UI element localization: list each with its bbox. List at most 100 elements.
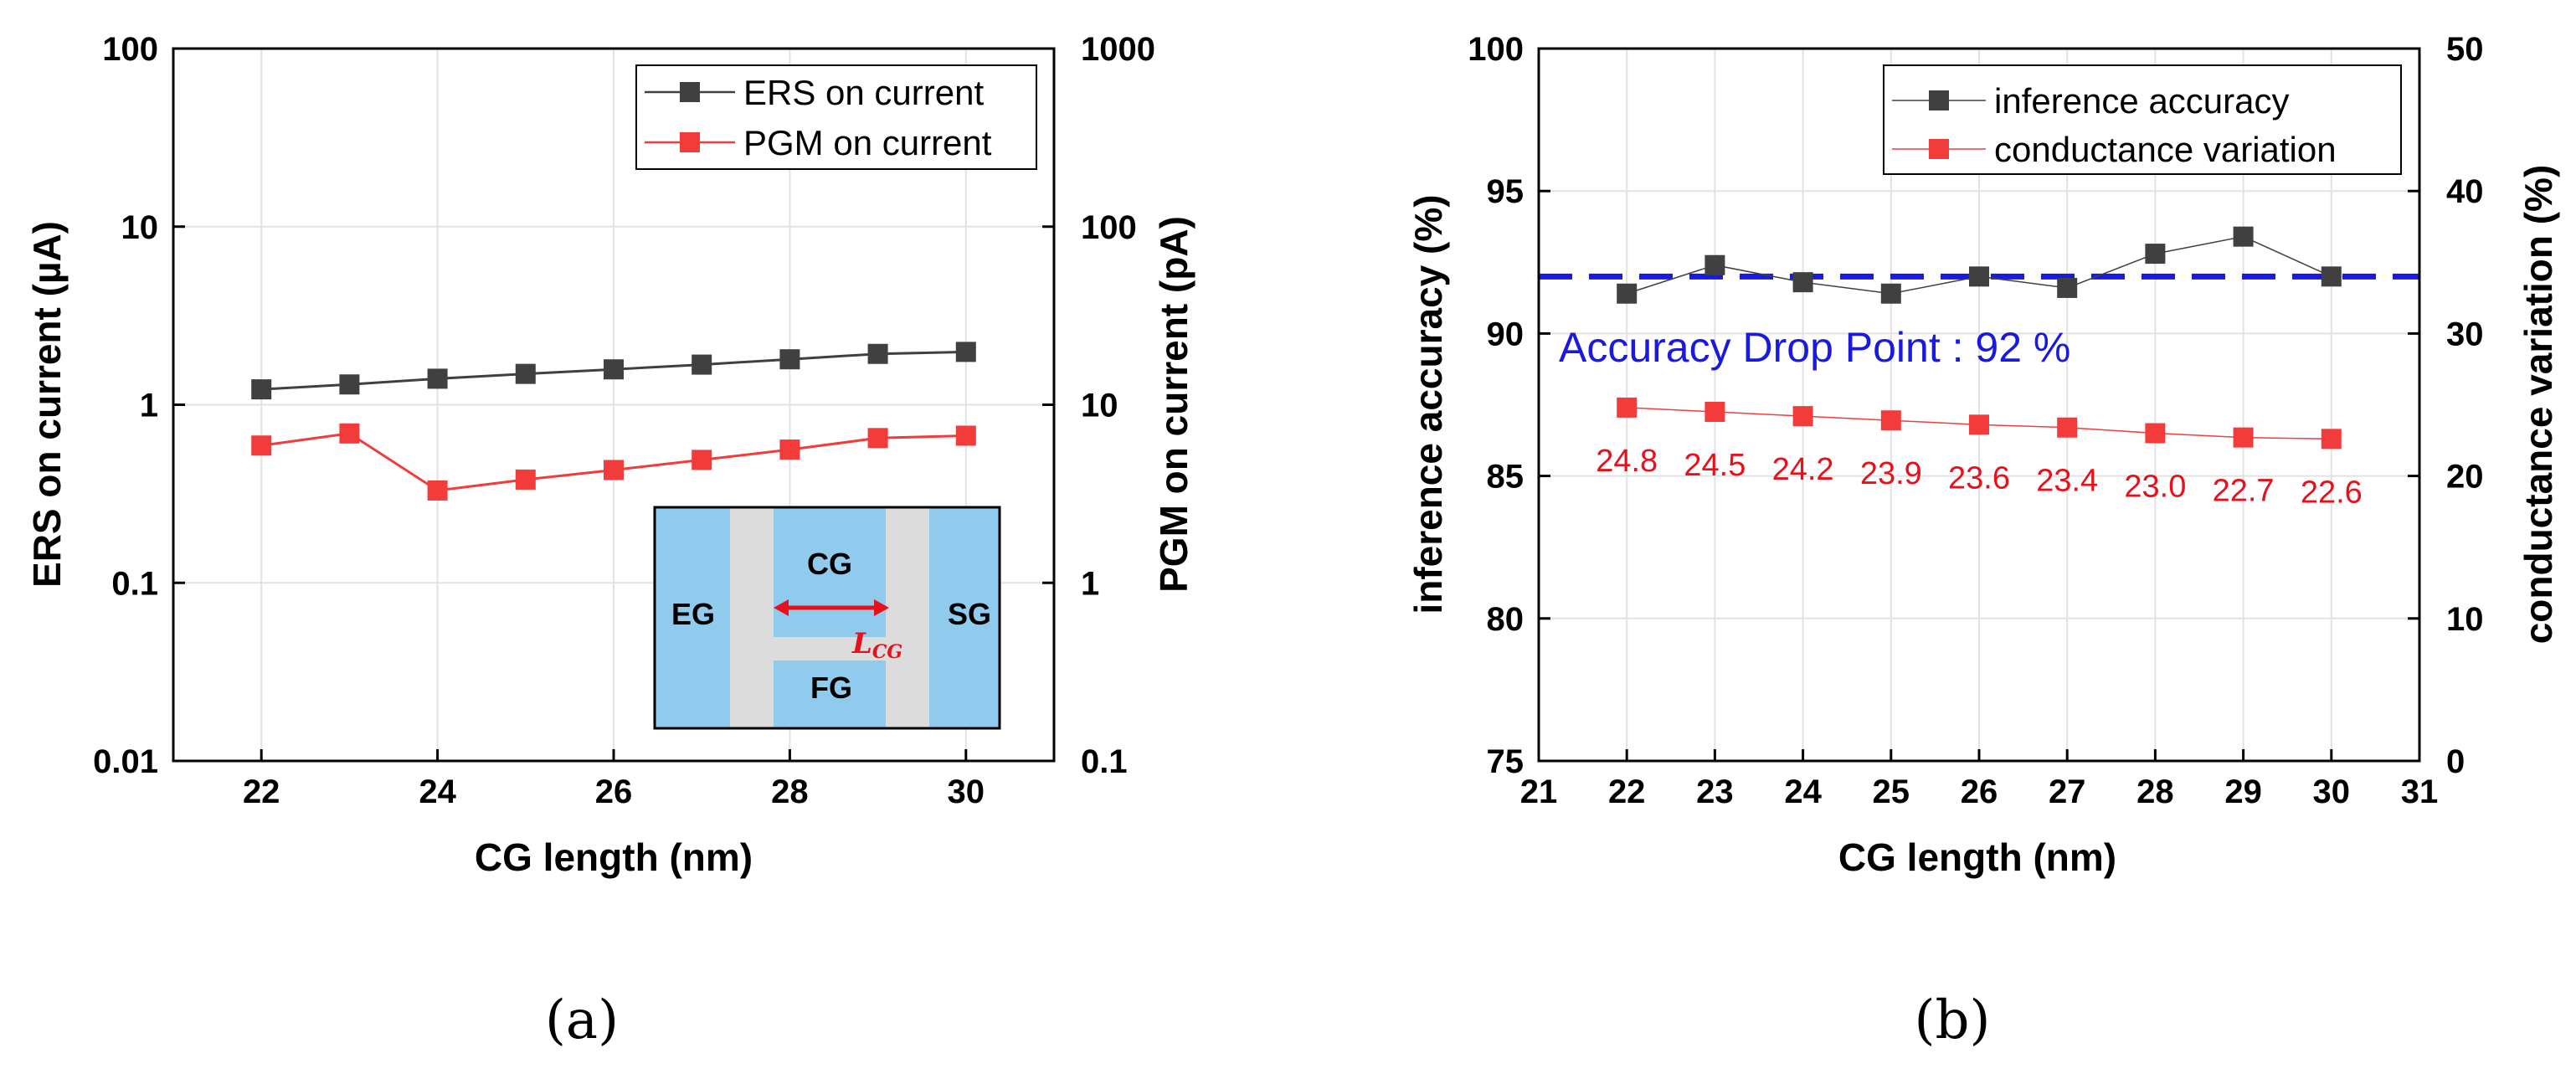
pgm-point xyxy=(779,439,800,460)
variation-data-label: 24.5 xyxy=(1684,448,1746,483)
panel-a-y2label: PGM on current (pA) xyxy=(1152,216,1195,593)
variation-point xyxy=(2321,429,2342,450)
y2-tick-label: 20 xyxy=(2446,459,2484,496)
variation-point xyxy=(1617,397,1638,418)
ers-point xyxy=(251,379,272,400)
ers-point xyxy=(955,342,976,362)
pgm-point xyxy=(427,480,448,501)
variation-data-label: 22.7 xyxy=(2213,474,2275,509)
variation-data-label: 23.4 xyxy=(2036,464,2098,499)
y2-tick-label: 10 xyxy=(1081,388,1118,424)
threshold-label: Accuracy Drop Point : 92 % xyxy=(1559,324,2070,371)
panel-a-ylabel: ERS on current (µA) xyxy=(25,221,69,588)
variation-point xyxy=(2057,417,2078,438)
y2-tick-label: 100 xyxy=(1081,209,1137,246)
ers-point xyxy=(692,354,712,375)
pgm-point xyxy=(604,460,624,480)
panel-b-ylabel: inference accuracy (%) xyxy=(1406,194,1450,614)
variation-point xyxy=(1704,402,1725,423)
panel-b-series: 24.8 24.5 24.2 23.9 23.6 23.4 23.0 22.7 22.6 xyxy=(1596,226,2363,510)
device-inset: EG CG FG SG LCG xyxy=(653,506,1001,730)
pgm-point xyxy=(515,469,536,490)
panel-a-chart: EG CG FG SG LCG 22 24 26 28 300.010.11101000… xyxy=(25,31,1195,1051)
accuracy-point xyxy=(1617,283,1638,304)
pgm-point xyxy=(867,428,888,449)
x-tick-label: 26 xyxy=(595,773,633,810)
accuracy-point xyxy=(2057,277,2078,298)
accuracy-point xyxy=(1792,272,1813,293)
panel-b-legend: inference accuracy conductance variation xyxy=(1883,64,2402,175)
variation-point xyxy=(2233,427,2254,448)
y2-tick-label: 40 xyxy=(2446,173,2484,210)
inset-dimension-label: LCG xyxy=(851,627,902,663)
x-tick-label: 28 xyxy=(771,773,809,810)
inset-label-fg: FG xyxy=(810,671,852,705)
variation-data-label: 23.0 xyxy=(2124,470,2186,505)
legend-marker-variation xyxy=(1929,139,1949,159)
variation-data-label: 23.6 xyxy=(1948,460,2010,496)
legend-label-accuracy: inference accuracy xyxy=(1994,81,2290,121)
y-tick-label: 0.1 xyxy=(111,565,158,602)
inset-background xyxy=(653,506,1001,730)
y2-tick-label: 30 xyxy=(2446,316,2484,352)
y-tick-label: 10 xyxy=(121,209,159,246)
x-tick-label: 28 xyxy=(2136,773,2174,810)
y-tick-label: 80 xyxy=(1487,601,1525,638)
y-tick-label: 85 xyxy=(1487,459,1525,496)
pgm-point xyxy=(955,425,976,446)
y2-tick-label: 0 xyxy=(2446,743,2465,780)
inset-label-cg: CG xyxy=(807,547,852,581)
y2-tick-label: 50 xyxy=(2446,31,2484,68)
panel-b-chart: 24.8 24.5 24.2 23.9 23.6 23.4 23.0 22.7 22.6 21 2… xyxy=(1406,31,2560,1051)
legend-marker-accuracy xyxy=(1929,90,1949,110)
y2-tick-label: 1 xyxy=(1081,565,1099,602)
variation-point xyxy=(1880,410,1901,431)
x-tick-label: 25 xyxy=(1873,773,1910,810)
inset-border xyxy=(653,506,1001,730)
ers-point xyxy=(867,343,888,364)
ers-point xyxy=(339,374,360,395)
legend-box xyxy=(635,64,1037,170)
y-tick-label: 1 xyxy=(140,388,158,424)
panel-a-xlabel: CG length (nm) xyxy=(475,835,753,879)
x-tick-label: 30 xyxy=(948,773,985,810)
pgm-point xyxy=(251,435,272,456)
x-tick-label: 26 xyxy=(1961,773,1998,810)
ers-point xyxy=(515,363,536,384)
ers-point xyxy=(779,349,800,370)
inset-label-sg: SG xyxy=(948,597,991,631)
variation-data-label: 23.9 xyxy=(1860,456,1922,491)
legend-box-b xyxy=(1883,64,2402,175)
x-tick-label: 29 xyxy=(2224,773,2262,810)
ers-point xyxy=(427,368,448,389)
inset-gap-fg-right xyxy=(886,637,902,660)
x-tick-label: 22 xyxy=(243,773,280,810)
variation-data-label: 24.8 xyxy=(1596,444,1658,479)
y-tick-label: 95 xyxy=(1487,173,1525,210)
y-tick-label: 0.01 xyxy=(93,743,158,780)
legend-label-ers: ERS on current xyxy=(743,73,984,112)
variation-point xyxy=(1969,414,1989,435)
y-tick-label: 100 xyxy=(102,31,158,68)
pgm-point xyxy=(692,450,712,470)
x-tick-label: 22 xyxy=(1608,773,1646,810)
variation-point xyxy=(1792,406,1813,427)
legend-label-variation: conductance variation xyxy=(1994,130,2337,169)
ers-point xyxy=(604,359,624,380)
inset-gap-right xyxy=(886,507,929,728)
accuracy-point xyxy=(2233,226,2254,247)
y-tick-label: 90 xyxy=(1487,316,1525,352)
inset-gap-left xyxy=(730,507,774,728)
accuracy-point xyxy=(1969,266,1989,287)
x-tick-label: 23 xyxy=(1696,773,1734,810)
inset-arrowhead-right xyxy=(874,599,889,616)
accuracy-point xyxy=(1880,283,1901,304)
y2-tick-label: 10 xyxy=(2446,601,2484,638)
panel-b-axes: 21 22 23 24 25 26 27 28 29 30 31 75 80 85 90 95 100 0 10 20… xyxy=(1468,31,2483,810)
inset-label-eg: EG xyxy=(671,597,715,631)
x-tick-label: 27 xyxy=(2049,773,2086,810)
y-tick-label: 75 xyxy=(1487,743,1525,780)
variation-data-label: 24.2 xyxy=(1772,452,1834,487)
x-tick-label: 31 xyxy=(2401,773,2439,810)
